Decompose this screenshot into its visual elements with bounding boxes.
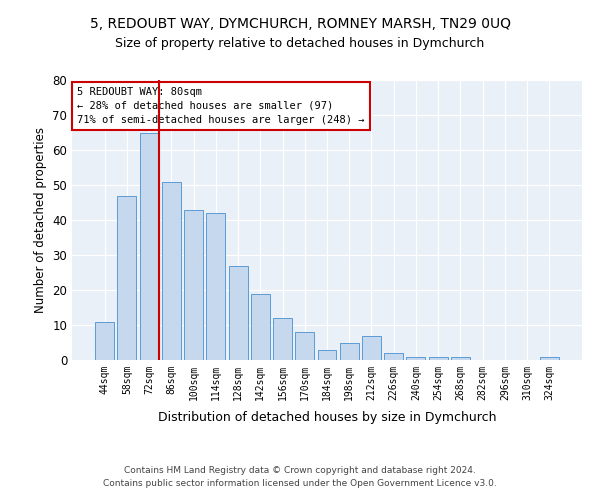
Bar bbox=[162, 182, 181, 360]
Text: Size of property relative to detached houses in Dymchurch: Size of property relative to detached ho… bbox=[115, 38, 485, 51]
Text: Contains HM Land Registry data © Crown copyright and database right 2024.
Contai: Contains HM Land Registry data © Crown c… bbox=[103, 466, 497, 487]
Bar bbox=[384, 353, 403, 360]
Bar bbox=[406, 356, 425, 360]
Bar bbox=[295, 332, 314, 360]
Text: 5 REDOUBT WAY: 80sqm
← 28% of detached houses are smaller (97)
71% of semi-detac: 5 REDOUBT WAY: 80sqm ← 28% of detached h… bbox=[77, 87, 365, 125]
Bar bbox=[317, 350, 337, 360]
Bar bbox=[273, 318, 292, 360]
Bar bbox=[451, 356, 470, 360]
Bar bbox=[429, 356, 448, 360]
Bar bbox=[251, 294, 270, 360]
Bar bbox=[118, 196, 136, 360]
Bar bbox=[95, 322, 114, 360]
Y-axis label: Number of detached properties: Number of detached properties bbox=[34, 127, 47, 313]
Bar bbox=[229, 266, 248, 360]
Bar bbox=[206, 213, 225, 360]
Bar bbox=[362, 336, 381, 360]
Bar bbox=[184, 210, 203, 360]
Bar bbox=[140, 132, 158, 360]
Bar bbox=[340, 342, 359, 360]
Bar bbox=[540, 356, 559, 360]
X-axis label: Distribution of detached houses by size in Dymchurch: Distribution of detached houses by size … bbox=[158, 411, 496, 424]
Text: 5, REDOUBT WAY, DYMCHURCH, ROMNEY MARSH, TN29 0UQ: 5, REDOUBT WAY, DYMCHURCH, ROMNEY MARSH,… bbox=[89, 18, 511, 32]
